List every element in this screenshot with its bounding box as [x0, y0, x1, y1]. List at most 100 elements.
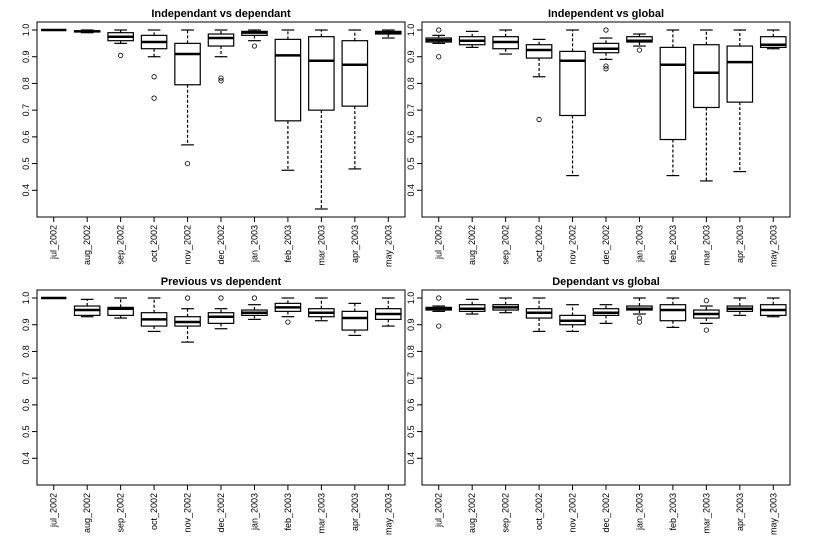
outlier	[151, 74, 157, 80]
x-tick-label: nov_2002	[568, 493, 578, 533]
outlier	[251, 43, 258, 49]
x-tick-label: apr_2003	[350, 493, 360, 531]
box	[693, 44, 720, 109]
plot-frame	[421, 289, 791, 486]
outlier	[436, 295, 442, 301]
x-tick-label: nov_2002	[183, 493, 193, 533]
x-tick-label: jan_2003	[634, 225, 644, 263]
y-tick-label: 0.9	[21, 50, 31, 63]
box	[341, 310, 369, 331]
box	[759, 36, 787, 48]
y-tick-label: 0.9	[406, 318, 416, 331]
outlier	[436, 27, 442, 33]
x-tick-label: mar_2003	[701, 225, 711, 266]
x-tick-label: mar_2003	[316, 225, 326, 266]
outlier	[703, 327, 709, 333]
x-tick-label: jul_2002	[49, 225, 59, 260]
outlier	[703, 298, 709, 304]
x-tick-label: sep_2002	[116, 225, 126, 265]
box	[207, 33, 235, 47]
x-tick-label: feb_2003	[668, 493, 678, 531]
x-tick-label: aug_2002	[467, 225, 477, 265]
x-tick-label: mar_2003	[316, 493, 326, 534]
x-tick-label: sep_2002	[116, 493, 126, 533]
y-tick-label: 0.5	[406, 425, 416, 438]
box	[659, 304, 687, 322]
x-tick-label: may_2003	[383, 225, 393, 267]
outlier	[636, 47, 643, 53]
box	[107, 306, 134, 316]
y-tick-label: 0.7	[406, 372, 416, 385]
box	[559, 50, 586, 117]
outlier	[285, 319, 291, 325]
y-tick-label: 0.8	[21, 345, 31, 358]
x-tick-label: sep_2002	[501, 493, 511, 533]
y-tick-label: 1.0	[406, 292, 416, 305]
box	[659, 46, 687, 141]
y-tick-label: 0.4	[406, 184, 416, 197]
y-tick-label: 0.7	[406, 104, 416, 117]
outlier	[436, 323, 442, 329]
x-tick-label: dec_2002	[601, 493, 611, 533]
outlier	[536, 116, 542, 123]
box	[525, 44, 553, 59]
y-tick-label: 0.6	[406, 399, 416, 412]
y-tick-label: 0.5	[21, 425, 31, 438]
chart-title: Independant vs dependant	[151, 8, 291, 20]
x-tick-label: nov_2002	[568, 225, 578, 265]
x-tick-label: feb_2003	[668, 225, 678, 263]
y-tick-label: 0.4	[406, 452, 416, 465]
outlier	[118, 52, 124, 58]
y-tick-label: 0.5	[406, 157, 416, 170]
box	[308, 36, 335, 111]
x-tick-label: aug_2002	[82, 493, 92, 533]
chart-title: Independent vs global	[548, 8, 664, 20]
outlier	[436, 54, 442, 60]
y-tick-label: 0.9	[21, 318, 31, 331]
box	[341, 40, 369, 107]
outlier	[603, 63, 609, 69]
y-tick-label: 0.9	[406, 50, 416, 63]
x-tick-label: jan_2003	[634, 493, 644, 531]
x-tick-label: may_2003	[383, 493, 393, 535]
x-tick-label: apr_2003	[735, 493, 745, 531]
x-tick-label: oct_2002	[149, 225, 159, 262]
x-tick-label: aug_2002	[82, 225, 92, 265]
x-tick-label: dec_2002	[601, 225, 611, 265]
y-tick-label: 0.6	[21, 399, 31, 412]
box	[207, 312, 235, 324]
x-tick-label: mar_2003	[701, 493, 711, 534]
box	[174, 42, 201, 86]
x-tick-label: jan_2003	[249, 493, 259, 531]
x-tick-label: jul_2002	[434, 493, 444, 528]
y-tick-label: 0.7	[21, 372, 31, 385]
x-tick-label: jul_2002	[434, 225, 444, 260]
x-tick-label: aug_2002	[467, 493, 477, 533]
x-tick-label: apr_2003	[735, 225, 745, 263]
y-tick-label: 1.0	[406, 24, 416, 37]
y-tick-label: 0.8	[21, 77, 31, 90]
x-tick-label: nov_2002	[183, 225, 193, 265]
outlier	[218, 75, 224, 81]
x-tick-label: jan_2003	[249, 225, 259, 263]
x-tick-label: oct_2002	[534, 225, 544, 262]
outlier	[603, 27, 609, 33]
y-tick-label: 1.0	[21, 24, 31, 37]
outlier	[218, 78, 224, 84]
y-tick-label: 1.0	[21, 292, 31, 305]
x-tick-label: sep_2002	[501, 225, 511, 265]
x-tick-label: feb_2003	[283, 493, 293, 531]
outlier	[251, 295, 258, 301]
outlier	[603, 66, 609, 72]
x-tick-label: jul_2002	[49, 493, 59, 528]
y-tick-label: 0.6	[406, 131, 416, 144]
box	[726, 45, 754, 103]
x-tick-label: apr_2003	[350, 225, 360, 263]
x-tick-label: dec_2002	[216, 225, 226, 265]
y-tick-label: 0.8	[406, 77, 416, 90]
y-tick-label: 0.4	[21, 184, 31, 197]
y-tick-label: 0.7	[21, 104, 31, 117]
x-tick-label: oct_2002	[534, 493, 544, 530]
